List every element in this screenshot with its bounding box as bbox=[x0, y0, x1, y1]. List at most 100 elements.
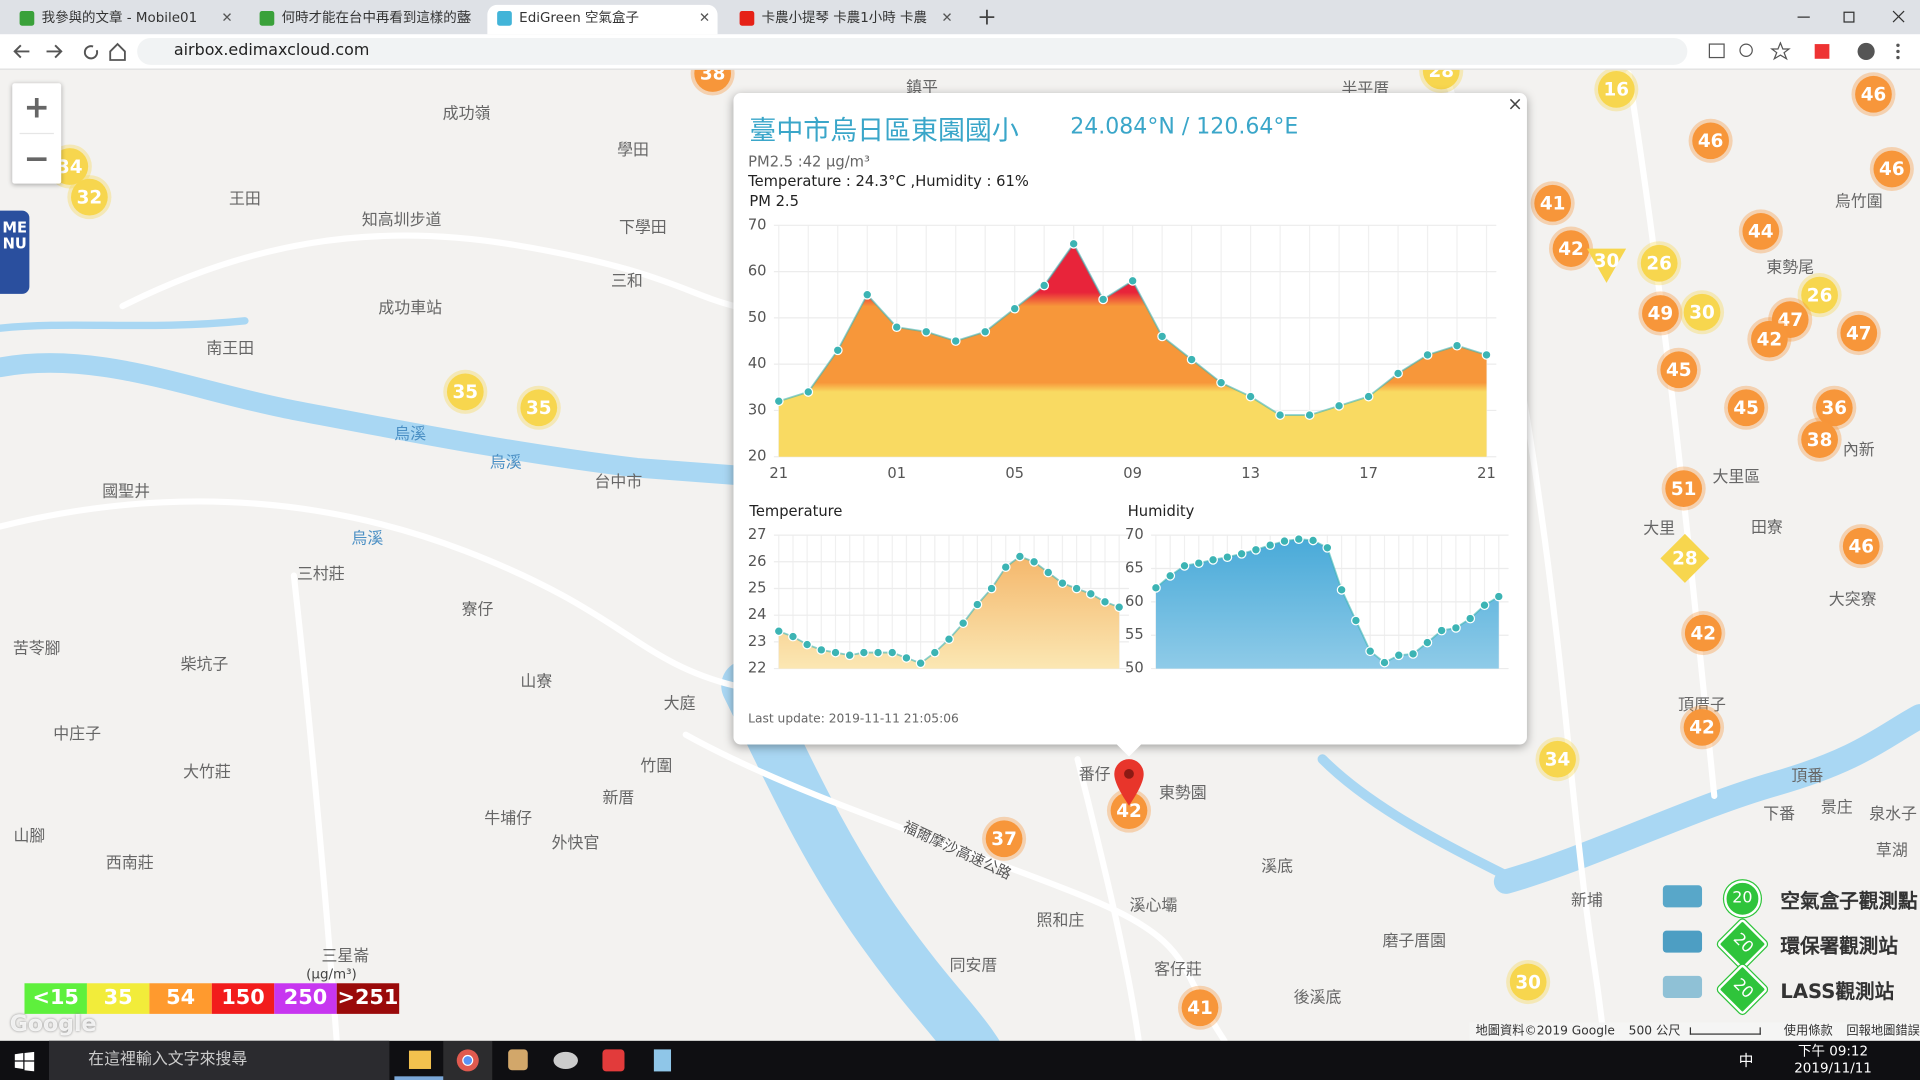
tab[interactable]: 我參與的文章 - Mobile01 ✕ bbox=[10, 5, 240, 34]
marker-value: 35 bbox=[453, 382, 479, 403]
marker-value: 47 bbox=[1777, 310, 1803, 331]
marker-value: 34 bbox=[57, 157, 83, 178]
station-marker[interactable]: 26 bbox=[1797, 273, 1842, 318]
point bbox=[1365, 646, 1376, 657]
x-tick-label: 09 bbox=[1123, 465, 1142, 482]
url-box[interactable]: airbox.edimaxcloud.com bbox=[137, 37, 1688, 65]
marker-value: 46 bbox=[1879, 159, 1905, 180]
station-marker[interactable]: 30 bbox=[1586, 248, 1627, 283]
place-label: 內新 bbox=[1843, 440, 1875, 459]
area bbox=[1155, 539, 1499, 669]
station-type-name: LASS觀測站 bbox=[1780, 979, 1895, 1003]
point bbox=[1015, 551, 1025, 562]
station-marker[interactable]: 46 bbox=[1839, 524, 1884, 569]
legend-level: 35 bbox=[86, 983, 150, 1014]
station-legend: 20 空氣盒子觀測點 20 環保署觀測站 20 LASS觀測站 bbox=[1653, 876, 1920, 1023]
x-tick-label: 05 bbox=[1005, 465, 1024, 482]
search-box[interactable]: 在這裡輸入文字來搜尋 bbox=[48, 1040, 390, 1080]
station-marker[interactable]: 42 bbox=[1747, 317, 1792, 362]
map-report[interactable]: 回報地圖錯誤 bbox=[1846, 1024, 1920, 1039]
legend-unit: (μg/m³) bbox=[306, 966, 357, 983]
place-label: 大突寮 bbox=[1829, 590, 1877, 609]
tab[interactable]: 何時才能在台中再看到這樣的藍 ✕ bbox=[250, 5, 480, 34]
point bbox=[1043, 567, 1054, 578]
station-marker[interactable]: 30 bbox=[1506, 960, 1551, 1005]
station-marker[interactable]: 49 bbox=[1638, 291, 1683, 336]
marker-value: 26 bbox=[1646, 253, 1672, 274]
point bbox=[1127, 275, 1138, 286]
legend-level: >251 bbox=[336, 983, 400, 1014]
close-button[interactable]: × bbox=[1507, 93, 1523, 116]
station-marker[interactable]: 37 bbox=[982, 816, 1027, 861]
start-button[interactable] bbox=[14, 1051, 35, 1072]
place-label: 三村莊 bbox=[297, 564, 345, 583]
zoom-icons[interactable] bbox=[12, 83, 61, 183]
point bbox=[1322, 542, 1333, 553]
point bbox=[1393, 368, 1403, 379]
menu-label: MENU bbox=[2, 219, 28, 253]
station-marker[interactable]: 42 bbox=[1548, 226, 1594, 271]
station-marker[interactable]: 51 bbox=[1661, 466, 1706, 511]
station-marker[interactable]: 16 bbox=[1594, 67, 1639, 112]
place-label: 下學田 bbox=[619, 217, 667, 236]
station-marker[interactable]: 34 bbox=[1535, 737, 1580, 782]
station-marker[interactable]: 46 bbox=[1688, 118, 1733, 163]
station-marker[interactable]: 42 bbox=[1106, 788, 1152, 833]
legend-level: 150 bbox=[211, 983, 275, 1014]
station-marker[interactable]: 26 bbox=[1637, 241, 1682, 286]
point bbox=[1068, 238, 1079, 249]
place-label: 竹圍 bbox=[640, 756, 672, 775]
point bbox=[858, 647, 869, 658]
station-marker[interactable]: 44 bbox=[1738, 209, 1783, 254]
map-terms[interactable]: 使用條款 bbox=[1783, 1024, 1833, 1039]
marker-shape bbox=[1751, 320, 1788, 358]
window-controls[interactable] bbox=[1788, 5, 1910, 29]
area bbox=[778, 243, 1487, 457]
station-marker[interactable]: 41 bbox=[1530, 181, 1575, 226]
zoom-control[interactable] bbox=[12, 83, 62, 184]
station-marker[interactable]: 42 bbox=[1680, 705, 1725, 750]
new-tab[interactable] bbox=[977, 7, 997, 27]
station-marker[interactable]: 47 bbox=[1836, 311, 1881, 356]
clock[interactable]: 下午 09:12 2019/11/11 bbox=[1790, 1043, 1876, 1077]
point bbox=[1009, 303, 1020, 314]
point bbox=[844, 650, 855, 661]
station-type-icon bbox=[1662, 975, 1703, 998]
point bbox=[944, 634, 954, 645]
marker-value: 42 bbox=[1757, 329, 1783, 350]
station-marker[interactable]: 35 bbox=[516, 385, 561, 430]
station-marker[interactable]: 46 bbox=[1851, 72, 1896, 117]
marker-value: 45 bbox=[1666, 360, 1692, 381]
marker-value: 47 bbox=[1846, 323, 1872, 344]
clock-date: 2019/11/11 bbox=[1794, 1060, 1872, 1077]
toolbar-icons[interactable] bbox=[1707, 41, 1910, 62]
station-marker[interactable]: 41 bbox=[1177, 985, 1223, 1030]
tab[interactable]: EdiGreen 空氣盒子 ✕ bbox=[487, 4, 718, 35]
station-marker[interactable]: 45 bbox=[1724, 385, 1769, 430]
station-marker[interactable]: 35 bbox=[443, 369, 488, 414]
taskbar-apps[interactable] bbox=[394, 1040, 688, 1080]
station-marker[interactable]: 42 bbox=[1681, 611, 1726, 656]
nav-buttons[interactable] bbox=[10, 40, 132, 62]
station-marker[interactable]: 45 bbox=[1656, 347, 1701, 392]
point bbox=[803, 387, 814, 397]
place-label: 田寮 bbox=[1751, 517, 1783, 536]
station-marker[interactable]: 38 bbox=[1797, 417, 1842, 462]
google-logo: Google bbox=[9, 1011, 97, 1038]
station-marker[interactable]: 46 bbox=[1869, 146, 1914, 192]
marker-value: 30 bbox=[1515, 972, 1541, 993]
marker-shape bbox=[1597, 71, 1635, 108]
ime-indicator[interactable]: 中 bbox=[1738, 1051, 1754, 1069]
station-marker[interactable]: 30 bbox=[1680, 290, 1725, 335]
info-window: 臺中市烏日區東園國小 24.084°N / 120.64°E PM2.5 :42… bbox=[733, 93, 1527, 757]
station-marker[interactable]: 36 bbox=[1812, 385, 1857, 430]
tab-title: 我參與的文章 - Mobile01 bbox=[41, 9, 198, 26]
tab[interactable]: 卡農小提琴 卡農1小時 卡農 ✕ bbox=[730, 5, 960, 34]
station-marker[interactable]: 32 bbox=[67, 175, 112, 220]
menu-button[interactable]: MENU bbox=[0, 210, 30, 294]
charts: PM 2.5 20 30 40 50 60 70 21 01 05 09 13 17 21 Temperat… bbox=[748, 193, 1509, 677]
tab-title: EdiGreen 空氣盒子 bbox=[519, 9, 639, 26]
last-update: Last update: 2019-11-11 21:05:06 bbox=[748, 712, 959, 727]
point bbox=[1039, 280, 1050, 291]
